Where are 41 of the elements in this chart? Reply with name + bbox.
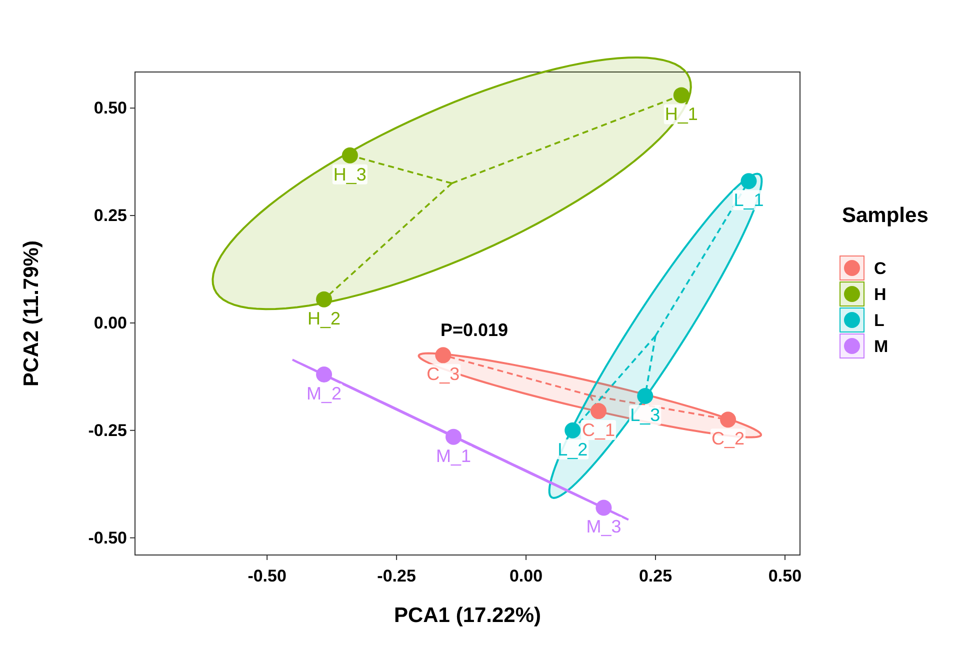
annotation: M_2 (306, 384, 342, 404)
annotation: M_1 (436, 446, 472, 466)
legend-label: L (874, 311, 884, 330)
point (316, 366, 332, 383)
y-tick-label: -0.50 (88, 528, 127, 548)
point (740, 173, 757, 190)
annotation: L_2 (558, 439, 588, 460)
x-tick-label: 0.00 (509, 566, 543, 586)
point (435, 347, 452, 364)
y-tick-label: 0.25 (94, 206, 127, 225)
legend-label: M (874, 337, 888, 356)
x-tick-label: 0.50 (768, 566, 802, 586)
annotation: P=0.019 (440, 320, 508, 340)
point (637, 388, 654, 404)
annotation: C_2 (711, 428, 745, 449)
point (720, 412, 736, 428)
annotation: L_3 (630, 405, 660, 426)
point (564, 422, 581, 438)
annotation: H_3 (333, 164, 366, 184)
x-tick-label: -0.50 (248, 566, 286, 586)
legend-title: Samples (842, 204, 928, 227)
annotation: C_1 (582, 420, 616, 440)
annotation: M_3 (586, 516, 622, 537)
x-tick-label: 0.25 (638, 566, 672, 586)
annotation: C_3 (426, 364, 460, 384)
legend-label: C (874, 259, 886, 278)
point (316, 291, 332, 308)
point (342, 147, 358, 164)
x-axis-title: PCA1 (17.22%) (394, 604, 542, 627)
point (596, 500, 612, 516)
point (446, 428, 462, 445)
x-tick-label: -0.25 (377, 566, 416, 586)
annotation: H_1 (664, 104, 698, 124)
y-tick-label: -0.25 (88, 420, 127, 440)
annotation: L_1 (734, 190, 764, 210)
annotation: H_2 (308, 308, 341, 328)
y-tick-label: 0.00 (94, 313, 127, 332)
y-tick-label: 0.50 (94, 98, 127, 118)
legend-label: H (874, 285, 886, 304)
y-axis-title: PCA2 (11.79%) (20, 240, 43, 386)
point (590, 403, 607, 420)
